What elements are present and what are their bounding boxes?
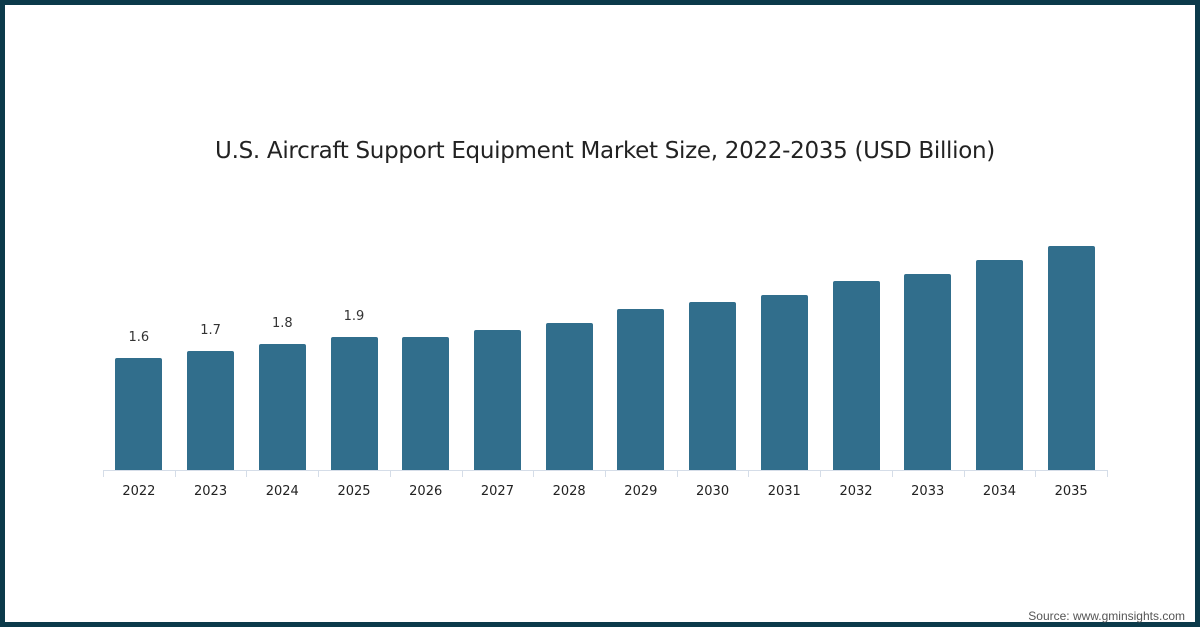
x-tick-label: 2035 — [1054, 484, 1088, 499]
x-axis-tick — [1107, 470, 1108, 477]
x-axis-tick — [1035, 470, 1036, 477]
data-label: 1.8 — [271, 316, 293, 331]
x-tick-label: 2023 — [194, 484, 228, 499]
bar-2024 — [258, 344, 306, 470]
bar-2035 — [1047, 246, 1095, 470]
x-tick-label: 2029 — [624, 484, 658, 499]
x-axis-tick — [748, 470, 749, 477]
bar-2034 — [975, 260, 1023, 470]
bar-2030 — [689, 302, 737, 470]
x-tick-label: 2024 — [265, 484, 299, 499]
x-axis-tick — [964, 470, 965, 477]
source-label: Source: www.gminsights.com — [1028, 609, 1185, 623]
bar-2031 — [760, 295, 808, 470]
data-label: 1.6 — [128, 330, 150, 345]
x-tick-label: 2027 — [480, 484, 514, 499]
bar-2027 — [473, 330, 521, 470]
x-axis-tick — [318, 470, 319, 477]
x-axis-tick — [820, 470, 821, 477]
x-axis-tick — [533, 470, 534, 477]
x-axis-tick — [175, 470, 176, 477]
bar-2032 — [832, 281, 880, 470]
x-axis-tick — [462, 470, 463, 477]
bar-2022 — [115, 358, 163, 470]
bar-2026 — [402, 337, 450, 470]
x-axis-tick — [605, 470, 606, 477]
chart-title: U.S. Aircraft Support Equipment Market S… — [215, 138, 995, 164]
x-tick-label: 2031 — [767, 484, 801, 499]
bar-2023 — [187, 351, 235, 470]
bar-2028 — [545, 323, 593, 470]
x-axis-tick — [892, 470, 893, 477]
bar-2025 — [330, 337, 378, 470]
bar-2029 — [617, 309, 665, 470]
x-tick-label: 2032 — [839, 484, 873, 499]
x-axis-tick — [677, 470, 678, 477]
data-label: 1.9 — [343, 309, 365, 324]
x-tick-label: 2033 — [911, 484, 945, 499]
x-tick-label: 2022 — [122, 484, 156, 499]
plot-area: 1.6 2022 1.7 2023 1.8 2024 1.9 2025 2026 2027 2028… — [103, 205, 1108, 505]
x-tick-label: 2028 — [552, 484, 586, 499]
bar-2033 — [904, 274, 952, 470]
x-tick-label: 2030 — [696, 484, 730, 499]
data-label: 1.7 — [200, 323, 221, 338]
x-axis-tick — [390, 470, 391, 477]
x-tick-label: 2034 — [982, 484, 1016, 499]
x-axis-tick — [103, 470, 104, 477]
x-tick-label: 2025 — [337, 484, 371, 499]
x-axis-tick — [246, 470, 247, 477]
x-tick-label: 2026 — [409, 484, 443, 499]
